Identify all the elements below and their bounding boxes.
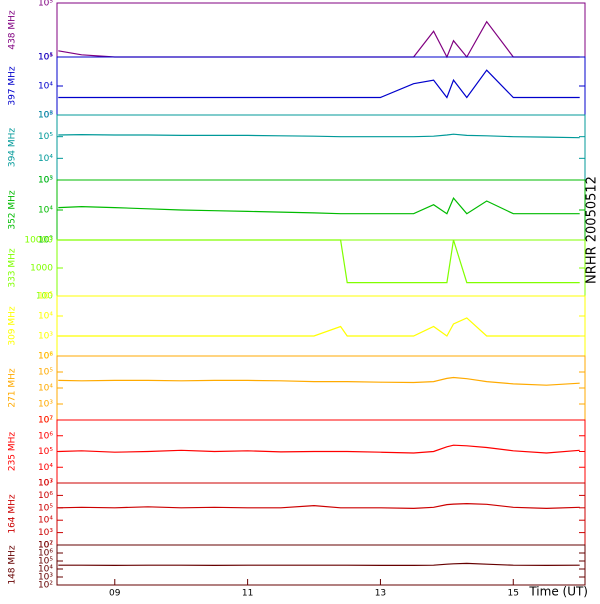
y-tick-label: 10⁴ [38,312,53,322]
x-tick-label: 09 [109,589,121,599]
data-line [58,502,580,510]
data-line [58,20,580,59]
chart-title: NRHR 20050512 [585,176,600,284]
y-tick-label: 10³ [38,479,53,489]
y-tick-label: 10³ [38,573,53,583]
y-tick-label: 10⁶ [38,431,53,441]
y-tick-label: 10³ [38,400,53,410]
y-tick-label: 10⁴ [38,384,53,394]
x-axis-label: Time (UT) [528,585,588,599]
data-line [58,317,580,337]
y-tick-label: 10² [38,352,53,362]
y-tick-label: 10² [38,541,53,551]
panel-frame [56,482,586,546]
y-tick-label: 10⁵ [38,53,53,63]
y-axis-label: 271 MHz [8,368,18,408]
y-axis-label: 164 MHz [8,494,18,534]
y-tick-label: 1000 [30,264,53,274]
y-tick-label: 10⁴ [38,463,53,473]
y-tick-label: 10⁵ [38,447,53,457]
y-axis-label: 438 MHz [8,10,18,50]
y-axis-label: 148 MHz [8,545,18,585]
y-tick-label: 10⁷ [38,479,53,489]
y-tick-label: 10⁴ [38,206,53,216]
y-tick-label: 10⁵ [38,0,53,9]
data-line [58,133,580,139]
y-tick-label: 10⁴ [38,53,53,63]
y-tick-label: 10⁵ [38,176,53,186]
y-tick-label: 10⁶ [38,491,53,501]
panel-frame [56,355,586,421]
y-axis-label: 333 MHz [8,248,18,288]
y-tick-label: 10⁵ [38,368,53,378]
y-tick-label: 10000 [24,236,53,246]
y-tick-label: 10⁴ [38,565,53,575]
data-line [58,562,580,567]
y-tick-label: 10⁷ [38,541,53,551]
data-line [58,196,580,215]
data-line [58,376,580,386]
data-line [58,444,580,454]
panel-frame [56,544,586,586]
panel-frame [56,295,586,357]
panel-frame [56,2,586,58]
y-tick-label: 10⁶ [38,111,53,121]
y-tick-label: 10³ [38,236,53,246]
y-tick-label: 10⁷ [38,416,53,426]
y-tick-label: 10⁴ [38,516,53,526]
y-tick-label: 10⁶ [38,352,53,362]
y-tick-label: 10⁵ [38,557,53,567]
data-line [58,69,580,99]
y-tick-label: 10² [38,581,53,591]
y-tick-label: 10⁴ [38,154,53,164]
y-tick-label: 10³ [38,332,53,342]
y-tick-label: 10² [38,416,53,426]
x-tick-label: 13 [375,589,386,599]
data-line [58,239,580,284]
y-tick-label: 10³ [38,176,53,186]
y-tick-label: 100 [36,292,53,302]
panel-frame [56,239,586,297]
y-tick-label: 10³ [38,111,53,121]
y-axis-label: 309 MHz [8,306,18,346]
y-axis-label: 394 MHz [8,128,18,168]
y-tick-label: 10³ [38,528,53,538]
x-tick-label: 11 [242,589,253,599]
y-tick-label: 10⁵ [38,132,53,142]
y-tick-label: 10⁶ [38,549,53,559]
panel-frame [56,114,586,181]
y-tick-label: 10⁴ [38,82,53,92]
panel-frame [56,56,586,116]
y-axis-label: 397 MHz [8,66,18,106]
x-tick-label: 15 [508,589,519,599]
y-axis-label: 352 MHz [8,190,18,230]
y-axis-label: 235 MHz [8,432,18,472]
y-tick-label: 10⁵ [38,503,53,513]
y-tick-label: 10⁵ [38,292,53,302]
